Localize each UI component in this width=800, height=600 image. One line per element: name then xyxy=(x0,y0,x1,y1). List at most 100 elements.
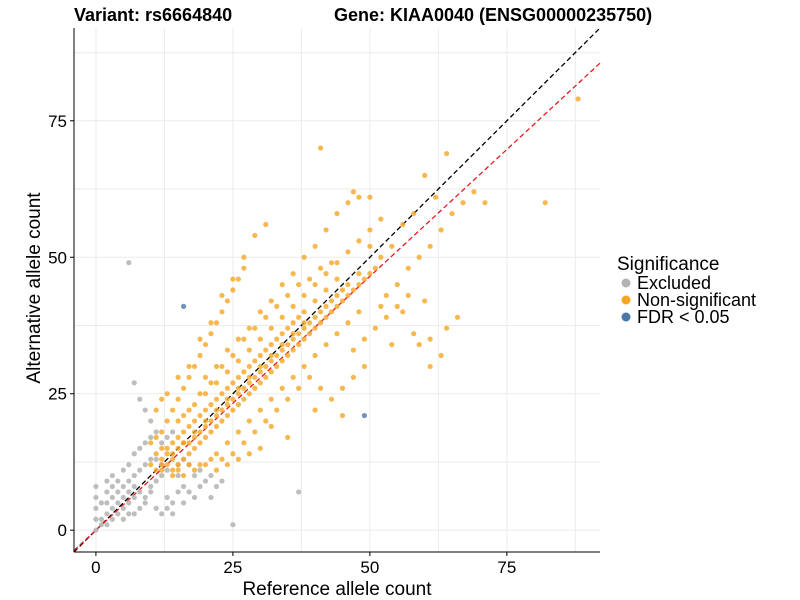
point-non-significant xyxy=(323,341,329,348)
point-non-significant xyxy=(268,341,274,348)
y-tick-label: 75 xyxy=(48,112,67,131)
point-excluded xyxy=(131,472,137,479)
point-non-significant xyxy=(285,325,291,331)
point-non-significant xyxy=(367,194,373,200)
point-non-significant xyxy=(213,407,220,413)
point-non-significant xyxy=(317,309,324,315)
point-non-significant xyxy=(164,418,170,424)
point-non-significant xyxy=(186,363,192,370)
point-excluded xyxy=(115,478,121,484)
point-non-significant xyxy=(268,396,274,402)
point-non-significant xyxy=(235,391,241,397)
point-non-significant xyxy=(268,352,274,359)
point-excluded xyxy=(296,489,302,495)
point-non-significant xyxy=(307,320,313,326)
point-non-significant xyxy=(246,418,252,424)
point-non-significant xyxy=(224,298,231,304)
point-non-significant xyxy=(323,314,329,320)
point-non-significant xyxy=(219,309,225,315)
point-excluded xyxy=(120,467,126,473)
point-non-significant xyxy=(290,374,296,380)
point-excluded xyxy=(93,505,99,511)
point-non-significant xyxy=(257,407,263,413)
point-non-significant xyxy=(153,451,159,457)
point-excluded xyxy=(137,396,143,402)
point-non-significant xyxy=(312,407,318,413)
point-non-significant xyxy=(186,407,192,413)
point-non-significant xyxy=(257,363,263,370)
point-non-significant xyxy=(170,451,176,457)
point-non-significant xyxy=(235,358,241,364)
point-non-significant xyxy=(263,314,269,320)
point-non-significant xyxy=(367,243,373,249)
point-non-significant xyxy=(301,254,307,260)
point-non-significant xyxy=(180,429,187,435)
point-excluded xyxy=(137,467,143,473)
legend-swatch-non-significant xyxy=(621,295,631,305)
point-non-significant xyxy=(290,320,296,326)
point-non-significant xyxy=(350,287,357,293)
point-non-significant xyxy=(317,320,324,326)
point-non-significant xyxy=(153,467,159,473)
point-non-significant xyxy=(208,402,214,408)
point-excluded xyxy=(164,494,170,501)
point-non-significant xyxy=(208,380,214,386)
point-non-significant xyxy=(312,281,318,288)
point-excluded xyxy=(191,494,198,501)
point-non-significant xyxy=(224,385,231,391)
point-excluded xyxy=(109,472,115,479)
point-excluded xyxy=(126,478,132,484)
point-excluded xyxy=(120,494,126,501)
point-excluded xyxy=(175,489,181,495)
legend-label-non-significant: Non-significant xyxy=(637,290,756,310)
point-non-significant xyxy=(153,407,159,413)
point-excluded xyxy=(148,418,154,424)
point-non-significant xyxy=(208,320,214,326)
point-non-significant xyxy=(230,407,236,413)
point-excluded xyxy=(93,483,99,490)
point-non-significant xyxy=(170,472,176,479)
point-non-significant xyxy=(213,363,220,370)
point-non-significant xyxy=(367,227,373,233)
title-variant: Variant: rs6664840 xyxy=(74,5,232,25)
point-non-significant xyxy=(274,303,280,309)
point-non-significant xyxy=(285,352,291,359)
point-non-significant xyxy=(246,380,252,386)
point-non-significant xyxy=(208,418,214,424)
point-excluded xyxy=(202,478,209,484)
y-tick-label: 25 xyxy=(48,385,67,404)
point-non-significant xyxy=(197,352,203,359)
point-excluded xyxy=(131,494,137,501)
legend-title: Significance xyxy=(617,254,719,275)
point-non-significant xyxy=(443,150,450,157)
x-tick-label: 75 xyxy=(497,558,516,577)
point-non-significant xyxy=(224,369,231,375)
point-non-significant xyxy=(438,352,444,359)
point-non-significant xyxy=(350,374,357,380)
point-non-significant xyxy=(208,429,214,435)
point-non-significant xyxy=(285,292,291,299)
point-non-significant xyxy=(285,341,291,348)
data-points xyxy=(93,96,581,533)
point-non-significant xyxy=(197,412,203,419)
point-excluded xyxy=(180,500,187,506)
point-non-significant xyxy=(296,281,302,288)
point-excluded xyxy=(131,451,137,457)
point-non-significant xyxy=(175,396,181,402)
point-non-significant xyxy=(202,374,209,380)
point-non-significant xyxy=(197,336,203,342)
point-non-significant xyxy=(356,238,362,244)
point-excluded xyxy=(175,472,181,479)
point-non-significant xyxy=(186,462,192,468)
point-non-significant xyxy=(170,407,176,413)
point-excluded xyxy=(120,505,126,511)
point-non-significant xyxy=(268,423,274,430)
point-excluded xyxy=(104,489,110,495)
legend-swatch-excluded xyxy=(621,278,631,288)
point-non-significant xyxy=(317,265,324,271)
point-non-significant xyxy=(186,423,192,430)
point-excluded xyxy=(93,516,99,522)
point-non-significant xyxy=(383,314,389,320)
point-non-significant xyxy=(378,254,384,260)
point-non-significant xyxy=(246,325,252,331)
